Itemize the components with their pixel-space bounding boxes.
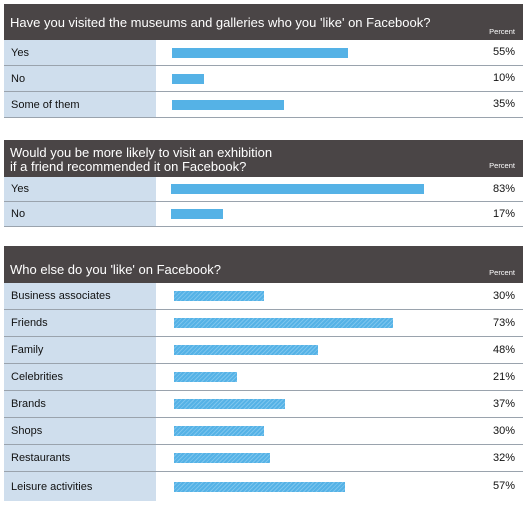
chart-3-label-7: Leisure activities bbox=[4, 472, 156, 501]
chart-3-row-2: Family 48% bbox=[4, 337, 523, 364]
chart-3-label-3: Celebrities bbox=[4, 364, 156, 390]
chart-3-value-1: 73% bbox=[492, 317, 515, 329]
chart-3-row-3: Celebrities 21% bbox=[4, 364, 523, 391]
chart-1-value-0: 55% bbox=[492, 46, 515, 58]
chart-1-percent-header: Percent bbox=[489, 27, 515, 36]
chart-3-row-5: Shops 30% bbox=[4, 418, 523, 445]
chart-3-row-7: Leisure activities 57% bbox=[4, 472, 523, 501]
chart-3-label-5: Shops bbox=[4, 418, 156, 444]
chart-3-row-0: Business associates 30% bbox=[4, 283, 523, 310]
chart-3-value-3: 21% bbox=[492, 371, 515, 383]
chart-3-row-6: Restaurants 32% bbox=[4, 445, 523, 472]
chart-3-title: Who else do you 'like' on Facebook? bbox=[10, 262, 221, 277]
chart-1-bar-0 bbox=[172, 48, 348, 58]
chart-3-bar-5 bbox=[174, 426, 264, 436]
chart-3-row-4: Brands 37% bbox=[4, 391, 523, 418]
chart-3-bar-3 bbox=[174, 372, 237, 382]
chart-3-row-1: Friends 73% bbox=[4, 310, 523, 337]
chart-2-label-1: No bbox=[4, 202, 156, 226]
chart-3-bar-4 bbox=[174, 399, 285, 409]
chart-1-row-0: Yes 55% bbox=[4, 40, 523, 66]
chart-3-header: Who else do you 'like' on Facebook? Perc… bbox=[4, 246, 523, 283]
chart-3-value-2: 48% bbox=[492, 344, 515, 356]
chart-3-bar-6 bbox=[174, 453, 270, 463]
chart-3-bar-1 bbox=[174, 318, 393, 328]
chart-1-row-1: No 10% bbox=[4, 66, 523, 92]
chart-2: Would you be more likely to visit an exh… bbox=[4, 140, 523, 227]
chart-2-bar-1 bbox=[171, 209, 223, 219]
chart-1-label-2: Some of them bbox=[4, 92, 156, 117]
chart-3-label-0: Business associates bbox=[4, 283, 156, 309]
chart-3-label-1: Friends bbox=[4, 310, 156, 336]
chart-2-value-0: 83% bbox=[492, 183, 515, 195]
chart-3: Who else do you 'like' on Facebook? Perc… bbox=[4, 246, 523, 501]
chart-2-value-1: 17% bbox=[492, 208, 515, 220]
chart-1-label-1: No bbox=[4, 66, 156, 91]
chart-1-value-2: 35% bbox=[492, 98, 515, 110]
chart-3-value-5: 30% bbox=[492, 425, 515, 437]
chart-2-row-1: No 17% bbox=[4, 202, 523, 227]
chart-1-header: Have you visited the museums and galleri… bbox=[4, 4, 523, 40]
chart-3-percent-header: Percent bbox=[489, 268, 515, 277]
chart-3-label-4: Brands bbox=[4, 391, 156, 417]
chart-1-row-2: Some of them 35% bbox=[4, 92, 523, 118]
chart-3-label-2: Family bbox=[4, 337, 156, 363]
chart-3-bar-0 bbox=[174, 291, 264, 301]
chart-3-value-7: 57% bbox=[492, 480, 515, 492]
chart-2-header: Would you be more likely to visit an exh… bbox=[4, 140, 523, 177]
chart-3-bar-7 bbox=[174, 482, 345, 492]
chart-3-value-0: 30% bbox=[492, 290, 515, 302]
chart-3-label-6: Restaurants bbox=[4, 445, 156, 471]
chart-1-title: Have you visited the museums and galleri… bbox=[10, 15, 431, 30]
chart-2-title-line-2: if a friend recommended it on Facebook? bbox=[10, 159, 247, 174]
chart-1-label-0: Yes bbox=[4, 40, 156, 65]
chart-2-row-0: Yes 83% bbox=[4, 177, 523, 202]
chart-3-value-4: 37% bbox=[492, 398, 515, 410]
chart-1-bar-2 bbox=[172, 100, 284, 110]
chart-1-value-1: 10% bbox=[492, 72, 515, 84]
chart-1: Have you visited the museums and galleri… bbox=[4, 4, 523, 118]
chart-2-title-line-1: Would you be more likely to visit an exh… bbox=[10, 145, 273, 160]
chart-3-bar-2 bbox=[174, 345, 318, 355]
chart-1-bar-1 bbox=[172, 74, 204, 84]
chart-2-label-0: Yes bbox=[4, 177, 156, 201]
chart-2-percent-header: Percent bbox=[489, 161, 515, 170]
chart-3-value-6: 32% bbox=[492, 452, 515, 464]
chart-2-bar-0 bbox=[171, 184, 424, 194]
